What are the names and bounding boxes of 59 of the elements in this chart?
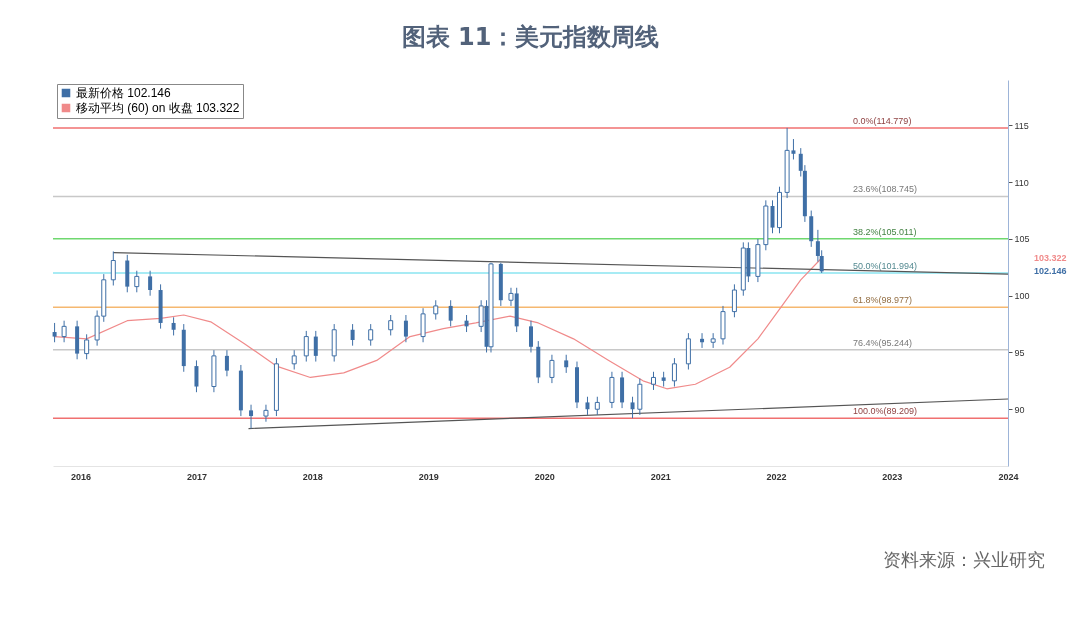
- y-tick-label: 100: [1014, 291, 1030, 302]
- candlestick: [594, 396, 600, 416]
- x-tick-label: 2023: [882, 471, 903, 482]
- candlestick: [171, 316, 176, 336]
- candlestick: [433, 299, 439, 321]
- candlestick: [388, 314, 394, 336]
- ref-line-label: 61.8%(98.977): [853, 295, 913, 306]
- legend-label: 最新价格 102.146: [76, 86, 172, 100]
- ref-line-label: 76.4%(95.244): [853, 337, 913, 348]
- ref-line-label: 100.0%(89.209): [853, 406, 918, 417]
- x-tick-label: 2022: [766, 471, 787, 482]
- candlestick: [110, 250, 116, 286]
- candlestick: [448, 299, 453, 327]
- text: 资料来源：兴业研究: [882, 548, 1045, 572]
- candlestick: [731, 283, 737, 318]
- candlestick: [291, 349, 297, 370]
- candlestick: [350, 323, 355, 347]
- y-tick-label: 110: [1014, 177, 1029, 188]
- x-tick-label: 2021: [650, 471, 671, 482]
- ref-line-label: 38.2%(105.011): [853, 226, 917, 237]
- x-tick-label: 2020: [534, 471, 555, 482]
- candlestick: [84, 333, 90, 360]
- candlestick: [52, 322, 57, 343]
- y-tick-label: 90: [1014, 404, 1025, 415]
- candlestick: [420, 307, 426, 343]
- text: 102.146: [1034, 266, 1067, 277]
- x-tick-label: 2017: [186, 471, 207, 482]
- x-tick-label: 2019: [418, 471, 439, 482]
- chart-title: 图表 11：美元指数周线: [401, 23, 660, 51]
- ref-line-label: 0.0%(114.779): [853, 115, 912, 126]
- candlestick: [770, 199, 775, 234]
- candlestick: [671, 357, 677, 388]
- candlestick: [630, 396, 635, 419]
- text: 103.322: [1034, 252, 1067, 263]
- y-tick-label: 115: [1014, 120, 1029, 131]
- candlestick: [650, 371, 656, 391]
- candlestick: [585, 396, 590, 416]
- candlestick: [263, 404, 269, 423]
- candlestick: [549, 354, 555, 384]
- candlestick: [303, 330, 309, 363]
- candlestick: [528, 320, 533, 353]
- candlestick: [313, 330, 318, 363]
- candlestick: [249, 404, 254, 430]
- candlestick: [194, 359, 199, 393]
- candlestick: [148, 270, 153, 297]
- candlestick: [224, 349, 229, 377]
- x-tick-label: 2016: [71, 471, 92, 482]
- candlestick: [134, 270, 140, 293]
- candlestick: [403, 314, 408, 343]
- ref-line-label: 50.0%(101.994): [853, 261, 918, 272]
- ref-line-label: 23.6%(108.745): [853, 184, 918, 195]
- candlestick: [368, 323, 374, 347]
- candlestick: [564, 354, 569, 374]
- y-tick-label: 95: [1014, 347, 1025, 358]
- legend-label: 移动平均 (60) on 收盘 103.322: [76, 101, 240, 115]
- x-tick-label: 2018: [302, 471, 323, 482]
- candlestick: [61, 320, 67, 343]
- x-tick-label: 2024: [998, 471, 1019, 482]
- y-tick-label: 105: [1014, 234, 1030, 245]
